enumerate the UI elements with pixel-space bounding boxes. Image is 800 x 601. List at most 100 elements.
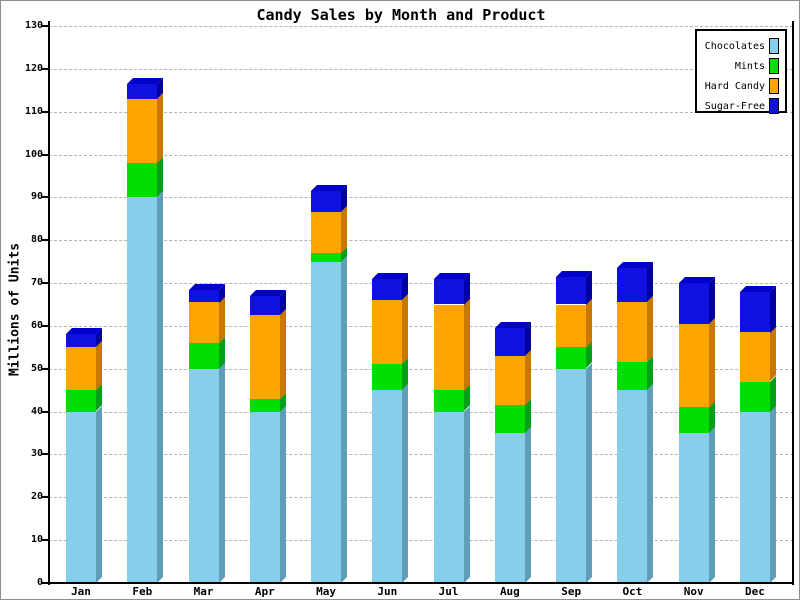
y-tick — [42, 153, 49, 156]
chart-title: Candy Sales by Month and Product — [256, 6, 546, 24]
bar-segment-hard-candy — [494, 355, 525, 406]
bar-segment-side — [157, 191, 164, 583]
bar-segment-side — [708, 277, 715, 324]
plot-right-border — [792, 21, 794, 585]
bar-top-face — [494, 322, 531, 329]
legend-label: Chocolates — [704, 40, 765, 52]
legend-label: Hard Candy — [704, 80, 765, 92]
y-tick-label: 10 — [30, 534, 43, 546]
legend-swatch — [769, 78, 779, 94]
bar-segment-mints — [494, 405, 525, 434]
bar-segment-hard-candy — [311, 212, 342, 254]
bar-segment-mints — [739, 381, 770, 412]
bar-segment-side — [218, 296, 225, 344]
bar-segment-mints — [311, 253, 342, 262]
gridline — [49, 197, 793, 199]
y-tick-label: 30 — [30, 448, 43, 460]
y-tick — [42, 110, 49, 113]
y-tick-label: 20 — [30, 491, 43, 503]
y-tick — [42, 410, 49, 413]
bar-top-face — [433, 272, 470, 279]
y-tick — [42, 239, 49, 242]
bar-segment-side — [463, 298, 470, 391]
y-tick-label: 110 — [24, 105, 43, 117]
bar-segment-sugar-free — [66, 334, 96, 348]
y-tick — [42, 539, 49, 542]
x-tick-label: Jan — [71, 585, 91, 598]
y-tick — [42, 453, 49, 456]
bar-segment-chocolates — [556, 368, 587, 583]
y-tick-label: 130 — [24, 20, 43, 31]
y-tick — [42, 582, 49, 584]
bar-segment-side — [218, 362, 225, 583]
bar-segment-hard-candy — [556, 304, 587, 348]
bar-top-face — [127, 77, 164, 84]
x-tick-label: Mar — [193, 585, 214, 598]
bar-segment-chocolates — [617, 390, 648, 583]
x-tick-label: Apr — [254, 585, 275, 598]
legend-item-mints: Mints — [697, 56, 785, 76]
y-tick-label: 40 — [30, 405, 43, 417]
gridline — [49, 68, 793, 70]
bar-segment-sugar-free — [249, 295, 280, 316]
x-tick-label: Feb — [132, 585, 153, 598]
bar-segment-sugar-free — [127, 83, 158, 99]
bar-segment-chocolates — [494, 433, 525, 583]
legend-swatch — [769, 58, 779, 74]
bar-segment-hard-candy — [249, 315, 280, 399]
x-tick-label: Nov — [683, 585, 704, 598]
gridline — [49, 368, 793, 370]
y-axis-line — [48, 21, 50, 585]
y-tick-label: 90 — [30, 191, 43, 203]
y-tick — [42, 324, 49, 327]
bar-segment-side — [157, 157, 164, 198]
y-tick — [42, 67, 49, 70]
y-tick-label: 100 — [24, 148, 43, 160]
gridline — [49, 283, 793, 285]
x-tick-label: Jul — [438, 585, 459, 598]
bar-segment-mints — [678, 407, 709, 434]
x-tick-label: May — [316, 585, 337, 598]
bar-segment-mints — [127, 163, 158, 198]
bar-segment-mints — [188, 343, 219, 369]
y-tick — [42, 496, 49, 499]
bar-segment-sugar-free — [494, 328, 525, 356]
gridline — [49, 154, 793, 156]
bar-segment-side — [586, 298, 593, 348]
bar-segment-mints — [556, 347, 587, 369]
legend-swatch — [769, 98, 779, 114]
y-tick-label: 60 — [30, 319, 43, 331]
gridline — [49, 111, 793, 113]
bar-segment-mints — [433, 390, 464, 412]
bar-segment-side — [524, 349, 531, 406]
bar-segment-chocolates — [249, 411, 280, 583]
bar-segment-hard-candy — [66, 347, 96, 391]
bar-segment-side — [647, 296, 654, 363]
bar-segment-mints — [249, 398, 280, 412]
bar-segment-side — [708, 317, 715, 408]
bar-segment-side — [708, 427, 715, 583]
bar-segment-sugar-free — [678, 283, 709, 324]
bar-segment-mints — [372, 364, 403, 391]
bar-segment-chocolates — [433, 411, 464, 583]
gridline — [49, 325, 793, 327]
x-tick-label: Jun — [377, 585, 398, 598]
bar-segment-side — [769, 405, 776, 583]
bar-segment-hard-candy — [739, 332, 770, 382]
bar-segment-hard-candy — [372, 300, 403, 365]
gridline — [49, 26, 793, 27]
bar-segment-mints — [617, 362, 648, 391]
legend-label: Sugar-Free — [704, 100, 765, 112]
y-tick-label: 120 — [24, 62, 43, 74]
bar-segment-side — [524, 427, 531, 583]
y-tick — [42, 196, 49, 199]
bar-segment-hard-candy — [678, 323, 709, 408]
bar-segment-side — [157, 92, 164, 164]
bar-segment-side — [586, 362, 593, 583]
x-axis-line — [48, 582, 794, 584]
legend-item-sugar-free: Sugar-Free — [697, 96, 785, 116]
x-tick-label: Oct — [622, 585, 643, 598]
bar-segment-sugar-free — [311, 190, 342, 213]
bar-segment-sugar-free — [739, 291, 770, 333]
